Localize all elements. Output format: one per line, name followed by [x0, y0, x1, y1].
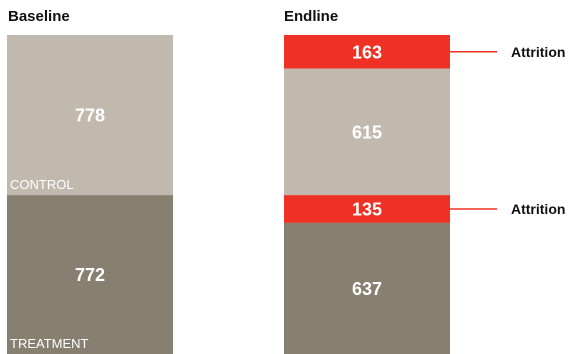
- bar-segment-attrition: [284, 195, 450, 223]
- data-label: 637: [352, 279, 382, 299]
- bar-segment-treatment: [7, 195, 173, 354]
- segment-caption: CONTROL: [10, 177, 74, 192]
- data-label: 163: [352, 42, 382, 62]
- bar-segment-attrition: [284, 35, 450, 69]
- bar-segment-control: [284, 68, 450, 196]
- data-label: 135: [352, 199, 382, 219]
- annotation-label: Attrition: [511, 44, 565, 60]
- column-title-baseline: Baseline: [8, 8, 70, 25]
- data-label: 778: [75, 106, 105, 126]
- annotation-label: Attrition: [511, 201, 565, 217]
- bar-segment-treatment: [284, 222, 450, 354]
- column-title-endline: Endline: [284, 8, 339, 25]
- segment-caption: TREATMENT: [10, 336, 89, 351]
- bar-segment-control: [7, 35, 173, 196]
- data-label: 772: [75, 265, 105, 285]
- data-label: 615: [352, 122, 382, 142]
